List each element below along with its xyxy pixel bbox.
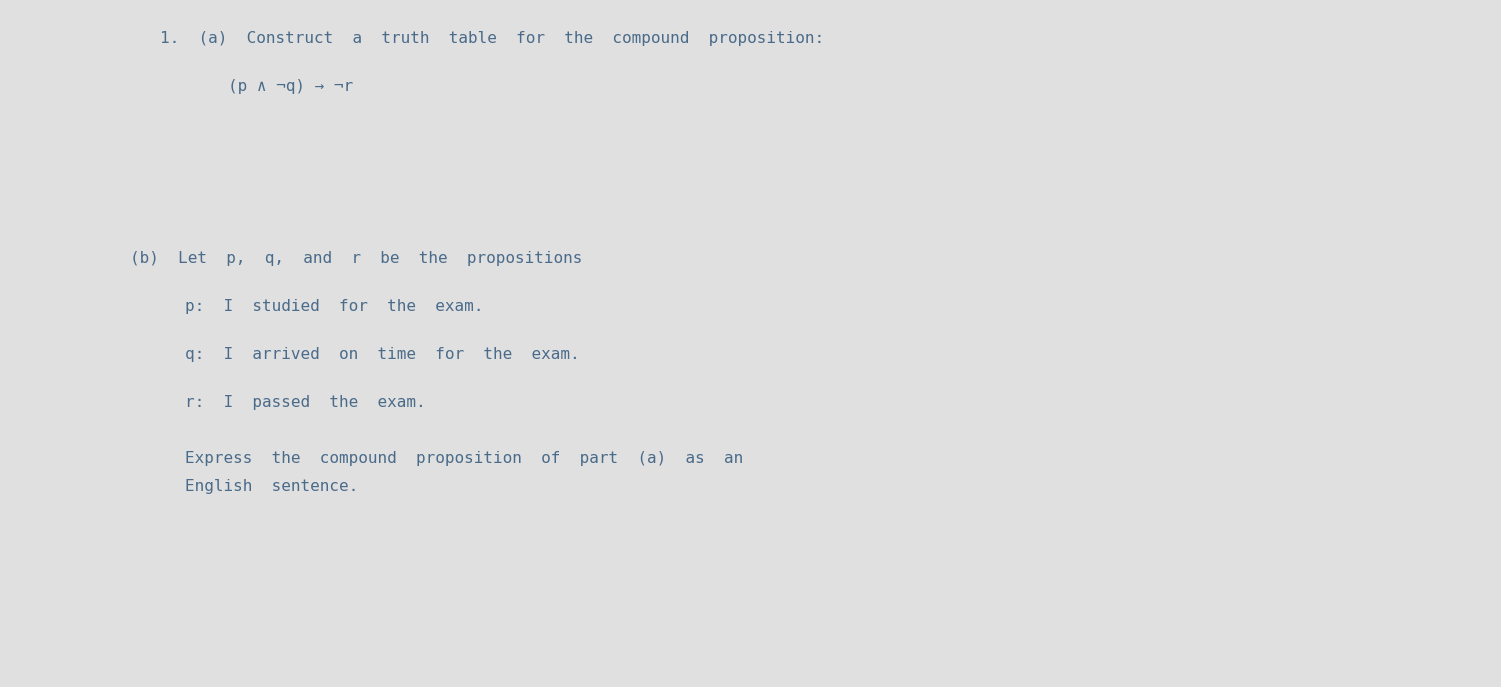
Text: Express  the  compound  proposition  of  part  (a)  as  an: Express the compound proposition of part… [185, 451, 743, 466]
Text: (p ∧ ¬q) → ¬r: (p ∧ ¬q) → ¬r [228, 80, 353, 95]
Text: (b)  Let  p,  q,  and  r  be  the  propositions: (b) Let p, q, and r be the propositions [131, 251, 582, 267]
Text: r:  I  passed  the  exam.: r: I passed the exam. [185, 396, 426, 411]
Text: p:  I  studied  for  the  exam.: p: I studied for the exam. [185, 300, 483, 315]
Text: English  sentence.: English sentence. [185, 480, 359, 495]
Text: 1.  (a)  Construct  a  truth  table  for  the  compound  proposition:: 1. (a) Construct a truth table for the c… [161, 32, 824, 47]
Text: q:  I  arrived  on  time  for  the  exam.: q: I arrived on time for the exam. [185, 348, 579, 363]
